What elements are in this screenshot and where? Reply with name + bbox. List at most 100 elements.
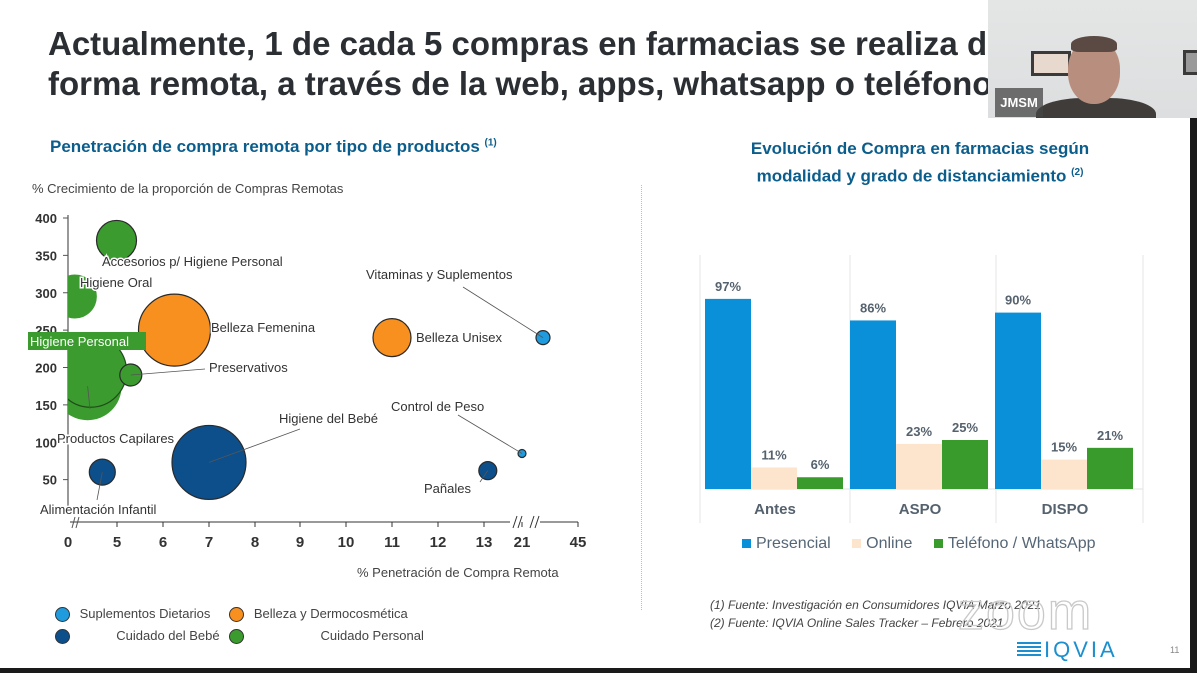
page-number: 11	[1170, 645, 1180, 655]
bar-data-label: 6%	[811, 457, 830, 472]
bar-aspo-presencial	[850, 320, 896, 489]
bubble-legend-row-2: Cuidado del Bebé Cuidado Personal	[55, 628, 424, 645]
axis-break-mark	[512, 515, 518, 529]
legend-marker-suplementos	[55, 607, 70, 623]
legend-marker-personal	[229, 629, 245, 645]
legend-marker-bebe	[55, 629, 70, 645]
bubble-label-preservativos: Preservativos	[209, 360, 288, 375]
slide-title: Actualmente, 1 de cada 5 compras en farm…	[48, 24, 1148, 104]
bar-aspo-online	[896, 443, 942, 489]
axis-break-mark	[517, 515, 523, 529]
bubble-legend-row-1: Suplementos Dietarios Belleza y Dermocos…	[55, 606, 408, 623]
axis-break-mark	[529, 515, 535, 529]
bar-legend-item-online: Online	[852, 535, 912, 552]
bubble-belleza-femenina	[137, 293, 212, 367]
bar-category-label-antes: Antes	[754, 501, 796, 518]
iqvia-logo: IQVIA	[1017, 637, 1118, 663]
wall-picture-frame	[1031, 51, 1071, 76]
bubble-label-higiene-oral: Higiene Oral	[80, 275, 152, 290]
bubble-label-alimentaci-n-infantil: Alimentación Infantil	[40, 502, 156, 517]
bubble-accesorios-p-higiene-personal	[95, 219, 138, 262]
bubble-chart-title: Penetración de compra remota por tipo de…	[50, 137, 497, 157]
bar-category-label-aspo: ASPO	[899, 501, 942, 518]
axis-break-mark	[75, 516, 80, 529]
bubble-x-tick-label: 8	[251, 534, 259, 551]
legend-label-personal: Cuidado Personal	[320, 628, 424, 643]
bubble-label-belleza-unisex: Belleza Unisex	[416, 330, 502, 345]
bar-data-label: 97%	[715, 279, 741, 294]
bubble-label-higiene-del-beb-: Higiene del Bebé	[279, 411, 378, 426]
bubble-y-tick-label: 150	[35, 398, 57, 413]
participant-name-tag: JMSM	[995, 88, 1043, 117]
wall-picture-frame-2	[1183, 50, 1197, 75]
legend-swatch-telefono	[933, 539, 943, 549]
bar-data-label: 11%	[761, 447, 787, 462]
bubble-chart-title-note: (1)	[484, 137, 497, 149]
bar-antes-online	[751, 467, 797, 489]
bubble-x-tick-label: 9	[296, 534, 304, 551]
bar-antes-tel-fono-whatsapp	[797, 477, 843, 489]
footnote-1: (1) Fuente: Investigación en Consumidore…	[710, 598, 1042, 612]
bubble-label-pa-ales: Pañales	[424, 481, 471, 496]
leader-line-alimentaci-n-infantil	[96, 472, 103, 501]
participant-video-tile[interactable]: JMSM	[988, 0, 1197, 118]
leader-line-vitaminas-y-suplementos	[462, 286, 544, 338]
legend-label-belleza: Belleza y Dermocosmética	[253, 606, 408, 621]
leader-line-preservativos	[130, 368, 206, 376]
leader-line-control-de-peso	[457, 414, 523, 454]
bubble-higiene-oral	[68, 274, 97, 319]
bubble-y-tick-label: 350	[35, 248, 57, 263]
bubble-chart-title-text: Penetración de compra remota por tipo de…	[50, 137, 480, 156]
legend-label-telefono: Teléfono / WhatsApp	[947, 535, 1096, 552]
bar-antes-presencial	[705, 298, 751, 489]
leader-line-productos-capilares	[87, 386, 91, 410]
bar-data-label: 21%	[1097, 428, 1123, 443]
bar-category-label-dispo: DISPO	[1042, 501, 1089, 518]
legend-swatch-presencial	[742, 539, 751, 549]
legend-label-suplementos: Suplementos Dietarios	[79, 606, 211, 621]
bubble-x-tick-label: 10	[338, 534, 355, 551]
panel-divider	[641, 185, 642, 610]
legend-label-presencial: Presencial	[756, 535, 831, 552]
axis-break-mark	[534, 515, 540, 529]
zoom-watermark: zoom	[957, 582, 1094, 641]
label-highlight-higiene-personal	[28, 332, 146, 350]
slide-title-line-2: forma remota, a través de la web, apps, …	[48, 65, 993, 102]
bar-chart-title-note: (2)	[1071, 167, 1084, 178]
bar-dispo-tel-fono-whatsapp	[1087, 447, 1133, 489]
bar-data-label: 86%	[860, 300, 886, 315]
bubble-x-tick-label: 7	[205, 534, 213, 551]
bubble-label-productos-capilares: Productos Capilares	[57, 431, 175, 446]
bar-chart-title-line-2: modalidad y grado de distanciamiento	[756, 166, 1067, 186]
bar-data-label: 23%	[906, 424, 932, 439]
legend-label-online: Online	[866, 535, 913, 552]
bubble-y-tick-label: 300	[35, 286, 57, 301]
bubble-x-tick-label: 0	[64, 534, 72, 551]
bar-data-label: 15%	[1051, 440, 1077, 455]
bubble-x-tick-label: 45	[570, 534, 587, 551]
bar-data-label: 25%	[952, 420, 978, 435]
bubble-y-tick-label: 200	[35, 361, 57, 376]
bar-data-label: 90%	[1005, 293, 1031, 308]
bar-legend: Presencial Online Teléfono / WhatsApp	[742, 535, 1113, 553]
leader-line-pa-ales	[479, 470, 489, 483]
bar-legend-item-presencial: Presencial	[742, 535, 831, 552]
bar-chart-title-line-1: Evolución de Compra en farmacias según	[750, 139, 1090, 158]
bubble-x-axis-label: % Penetración de Compra Remota	[357, 565, 559, 580]
bubble-label-control-de-peso: Control de Peso	[391, 399, 484, 414]
participant-body	[1036, 98, 1156, 118]
axis-break-mark	[71, 516, 76, 529]
bubble-y-axis-label: % Crecimiento de la proporción de Compra…	[32, 181, 344, 196]
iqvia-logo-text: IQVIA	[1044, 637, 1118, 662]
legend-label-bebe: Cuidado del Bebé	[116, 628, 220, 643]
footnote-2: (2) Fuente: IQVIA Online Sales Tracker –…	[710, 616, 1004, 630]
bubble-x-tick-label: 5	[113, 534, 121, 551]
bubble-x-tick-label: 21	[514, 534, 531, 551]
bubble-y-tick-label: 100	[35, 435, 57, 450]
slide-title-line-1: Actualmente, 1 de cada 5 compras en farm…	[48, 25, 1006, 62]
bubble-label-higiene-personal: Higiene Personal	[30, 334, 129, 349]
bubble-plot-area	[68, 219, 551, 501]
bar-chart: 97% 11% 6% Antes 86% 23% 25% ASPO 90% 15% 21% DISPO	[699, 255, 1144, 523]
bubble-x-tick-label: 13	[476, 534, 493, 551]
